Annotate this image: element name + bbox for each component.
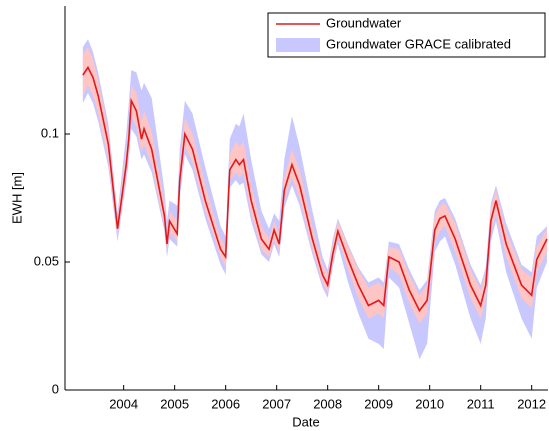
x-tick-label: 2010: [415, 396, 444, 411]
uncertainty-band: [82, 39, 547, 360]
x-tick-label: 2011: [467, 396, 495, 411]
x-tick-label: 2009: [364, 396, 393, 411]
x-tick-label: 2012: [517, 396, 546, 411]
uncertainty-band: [82, 46, 547, 324]
y-axis-label: EWH [m]: [9, 172, 24, 224]
y-tick-label: 0.05: [34, 253, 59, 268]
y-tick-label: 0.1: [41, 125, 59, 140]
legend: Groundwater Groundwater GRACE calibrated: [267, 12, 546, 58]
x-tick-label: 2007: [262, 396, 291, 411]
x-tick-label: 2005: [160, 396, 189, 411]
legend-swatch: [276, 38, 320, 52]
legend-label: Groundwater GRACE calibrated: [326, 36, 511, 51]
y-tick-label: 0: [52, 381, 59, 396]
x-tick-label: 2006: [211, 396, 240, 411]
x-tick-label: 2004: [109, 396, 138, 411]
x-axis-label: Date: [292, 414, 319, 429]
x-tick-label: 2008: [313, 396, 342, 411]
data-line: [82, 65, 548, 313]
legend-label: Groundwater: [326, 15, 402, 30]
